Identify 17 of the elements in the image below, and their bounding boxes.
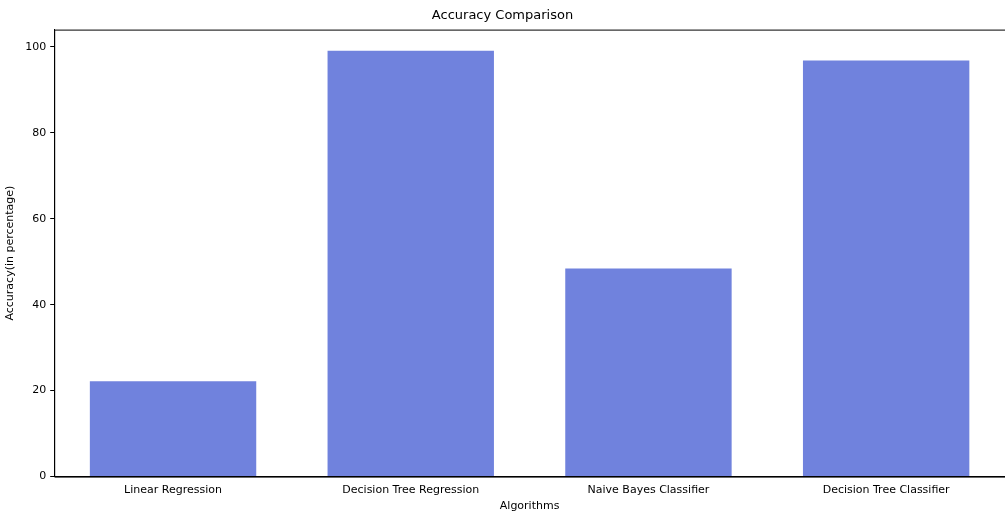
y-tick-label: 60 [32,211,47,225]
y-tick-label: 100 [25,39,47,53]
x-axis-title: Algorithms [499,499,560,513]
x-tick-label: Decision Tree Regression [342,483,480,497]
y-tick-label: 80 [32,125,47,139]
bar [565,268,732,477]
bar [802,60,970,477]
y-axis-title: Accuracy(in percentage) [3,185,17,321]
bar [327,50,494,477]
chart-title: Accuracy Comparison [431,7,574,23]
y-tick-label: 20 [32,383,47,397]
x-tick-label: Linear Regression [124,483,222,497]
x-tick-label: Naive Bayes Classifier [587,483,710,497]
bar [89,381,257,477]
x-tick-label: Decision Tree Classifier [822,483,951,497]
y-tick-label: 40 [32,297,47,311]
y-tick-label: 0 [39,469,47,483]
